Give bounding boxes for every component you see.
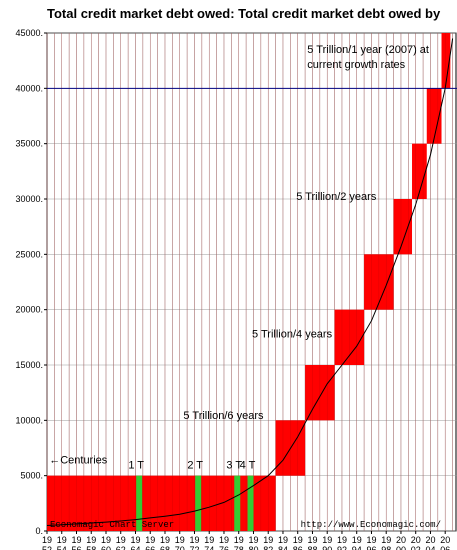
x-tick-label-year: 02 bbox=[411, 545, 421, 550]
y-tick-label: 20000. bbox=[15, 305, 43, 315]
plot-area: 1 T 2 T 3 T4 T 5 Trillion/1 year (2007) at c… bbox=[15, 28, 457, 550]
green-marker bbox=[234, 475, 241, 531]
marker-label: 1 T bbox=[128, 460, 144, 472]
y-tick-label: 10000. bbox=[15, 415, 43, 425]
x-tick-label-century: 19 bbox=[130, 535, 140, 545]
x-tick-label-year: 82 bbox=[263, 545, 273, 550]
green-marker bbox=[136, 475, 143, 531]
x-tick-label-year: 96 bbox=[366, 545, 376, 550]
x-tick-label-year: 74 bbox=[204, 545, 214, 550]
y-tick-label: 15000. bbox=[15, 360, 43, 370]
annotation: 5 Trillion/6 years bbox=[183, 410, 264, 422]
green-marker bbox=[247, 475, 254, 531]
x-tick-label-year: 72 bbox=[189, 545, 199, 550]
x-tick-label-year: 52 bbox=[42, 545, 52, 550]
marker-label: 2 T bbox=[187, 460, 203, 472]
debt-curve bbox=[46, 38, 454, 526]
x-tick-label-century: 19 bbox=[381, 535, 391, 545]
x-tick-label-year: 92 bbox=[337, 545, 347, 550]
x-tick-label-century: 19 bbox=[234, 535, 244, 545]
x-tick-label-century: 19 bbox=[248, 535, 258, 545]
x-tick-label-year: 06 bbox=[440, 545, 450, 550]
x-tick-label-year: 70 bbox=[175, 545, 185, 550]
x-tick-label-century: 19 bbox=[71, 535, 81, 545]
y-tick-label: 0. bbox=[35, 526, 43, 536]
x-tick-label-century: 20 bbox=[396, 535, 406, 545]
y-tick-label: 40000. bbox=[15, 83, 43, 93]
credit-right: http://www.Economagic.com/ bbox=[301, 520, 441, 530]
x-tick-label-year: 90 bbox=[322, 545, 332, 550]
x-tick-label-year: 60 bbox=[101, 545, 111, 550]
x-tick-label-year: 54 bbox=[57, 545, 67, 550]
x-tick-label-century: 19 bbox=[116, 535, 126, 545]
red-block bbox=[441, 33, 451, 89]
x-tick-label-year: 76 bbox=[219, 545, 229, 550]
x-tick-label-century: 19 bbox=[352, 535, 362, 545]
x-tick-label-century: 19 bbox=[86, 535, 96, 545]
x-tick-label-century: 19 bbox=[204, 535, 214, 545]
x-tick-label-century: 19 bbox=[175, 535, 185, 545]
x-tick-label-century: 19 bbox=[263, 535, 273, 545]
y-tick-label: 35000. bbox=[15, 139, 43, 149]
x-tick-label-year: 94 bbox=[352, 545, 362, 550]
x-tick-label-century: 19 bbox=[189, 535, 199, 545]
x-tick-label-year: 78 bbox=[234, 545, 244, 550]
annotation: 5 Trillion/2 years bbox=[296, 191, 377, 203]
marker-label: 4 T bbox=[240, 460, 256, 472]
green-marker bbox=[195, 475, 202, 531]
x-tick-label-year: 68 bbox=[160, 545, 170, 550]
x-tick-label-century: 19 bbox=[219, 535, 229, 545]
x-tick-label-century: 19 bbox=[293, 535, 303, 545]
x-tick-label-century: 19 bbox=[42, 535, 52, 545]
x-tick-label-century: 20 bbox=[425, 535, 435, 545]
x-tick-label-year: 58 bbox=[86, 545, 96, 550]
red-block bbox=[393, 199, 413, 255]
x-tick-label-century: 20 bbox=[411, 535, 421, 545]
x-tick-label-century: 19 bbox=[101, 535, 111, 545]
x-tick-label-year: 04 bbox=[425, 545, 435, 550]
x-tick-label-year: 98 bbox=[381, 545, 391, 550]
x-tick-label-year: 62 bbox=[116, 545, 126, 550]
x-tick-label-century: 19 bbox=[278, 535, 288, 545]
y-tick-label: 45000. bbox=[15, 28, 43, 38]
x-tick-label-year: 80 bbox=[248, 545, 258, 550]
x-tick-label-year: 86 bbox=[293, 545, 303, 550]
y-tick-label: 30000. bbox=[15, 194, 43, 204]
x-tick-label-century: 19 bbox=[337, 535, 347, 545]
x-tick-label-century: 19 bbox=[57, 535, 67, 545]
x-tick-label-year: 56 bbox=[71, 545, 81, 550]
annotation: 5 Trillion/4 years bbox=[252, 328, 333, 340]
x-tick-label-year: 66 bbox=[145, 545, 155, 550]
y-tick-label: 5000. bbox=[20, 471, 43, 481]
x-tick-label-century: 19 bbox=[322, 535, 332, 545]
x-tick-label-century: 19 bbox=[160, 535, 170, 545]
marker-label: 3 T bbox=[226, 460, 242, 472]
x-tick-label-century: 20 bbox=[440, 535, 450, 545]
x-tick-label-year: 88 bbox=[307, 545, 317, 550]
x-tick-label-century: 19 bbox=[366, 535, 376, 545]
x-tick-label-year: 84 bbox=[278, 545, 288, 550]
x-tick-label-century: 19 bbox=[307, 535, 317, 545]
chart-title: Total credit market debt owed: Total cre… bbox=[47, 6, 441, 21]
annotation: ←Centuries bbox=[49, 454, 108, 466]
credit-left: Economagic Chart Server bbox=[50, 520, 174, 530]
x-tick-label-year: 00 bbox=[396, 545, 406, 550]
plot-frame bbox=[46, 32, 457, 532]
y-tick-label: 25000. bbox=[15, 249, 43, 259]
annotation: 5 Trillion/1 year (2007) at bbox=[307, 44, 429, 56]
x-tick-label-century: 19 bbox=[145, 535, 155, 545]
annotation: current growth rates bbox=[307, 59, 405, 71]
x-tick-label-year: 64 bbox=[130, 545, 140, 550]
